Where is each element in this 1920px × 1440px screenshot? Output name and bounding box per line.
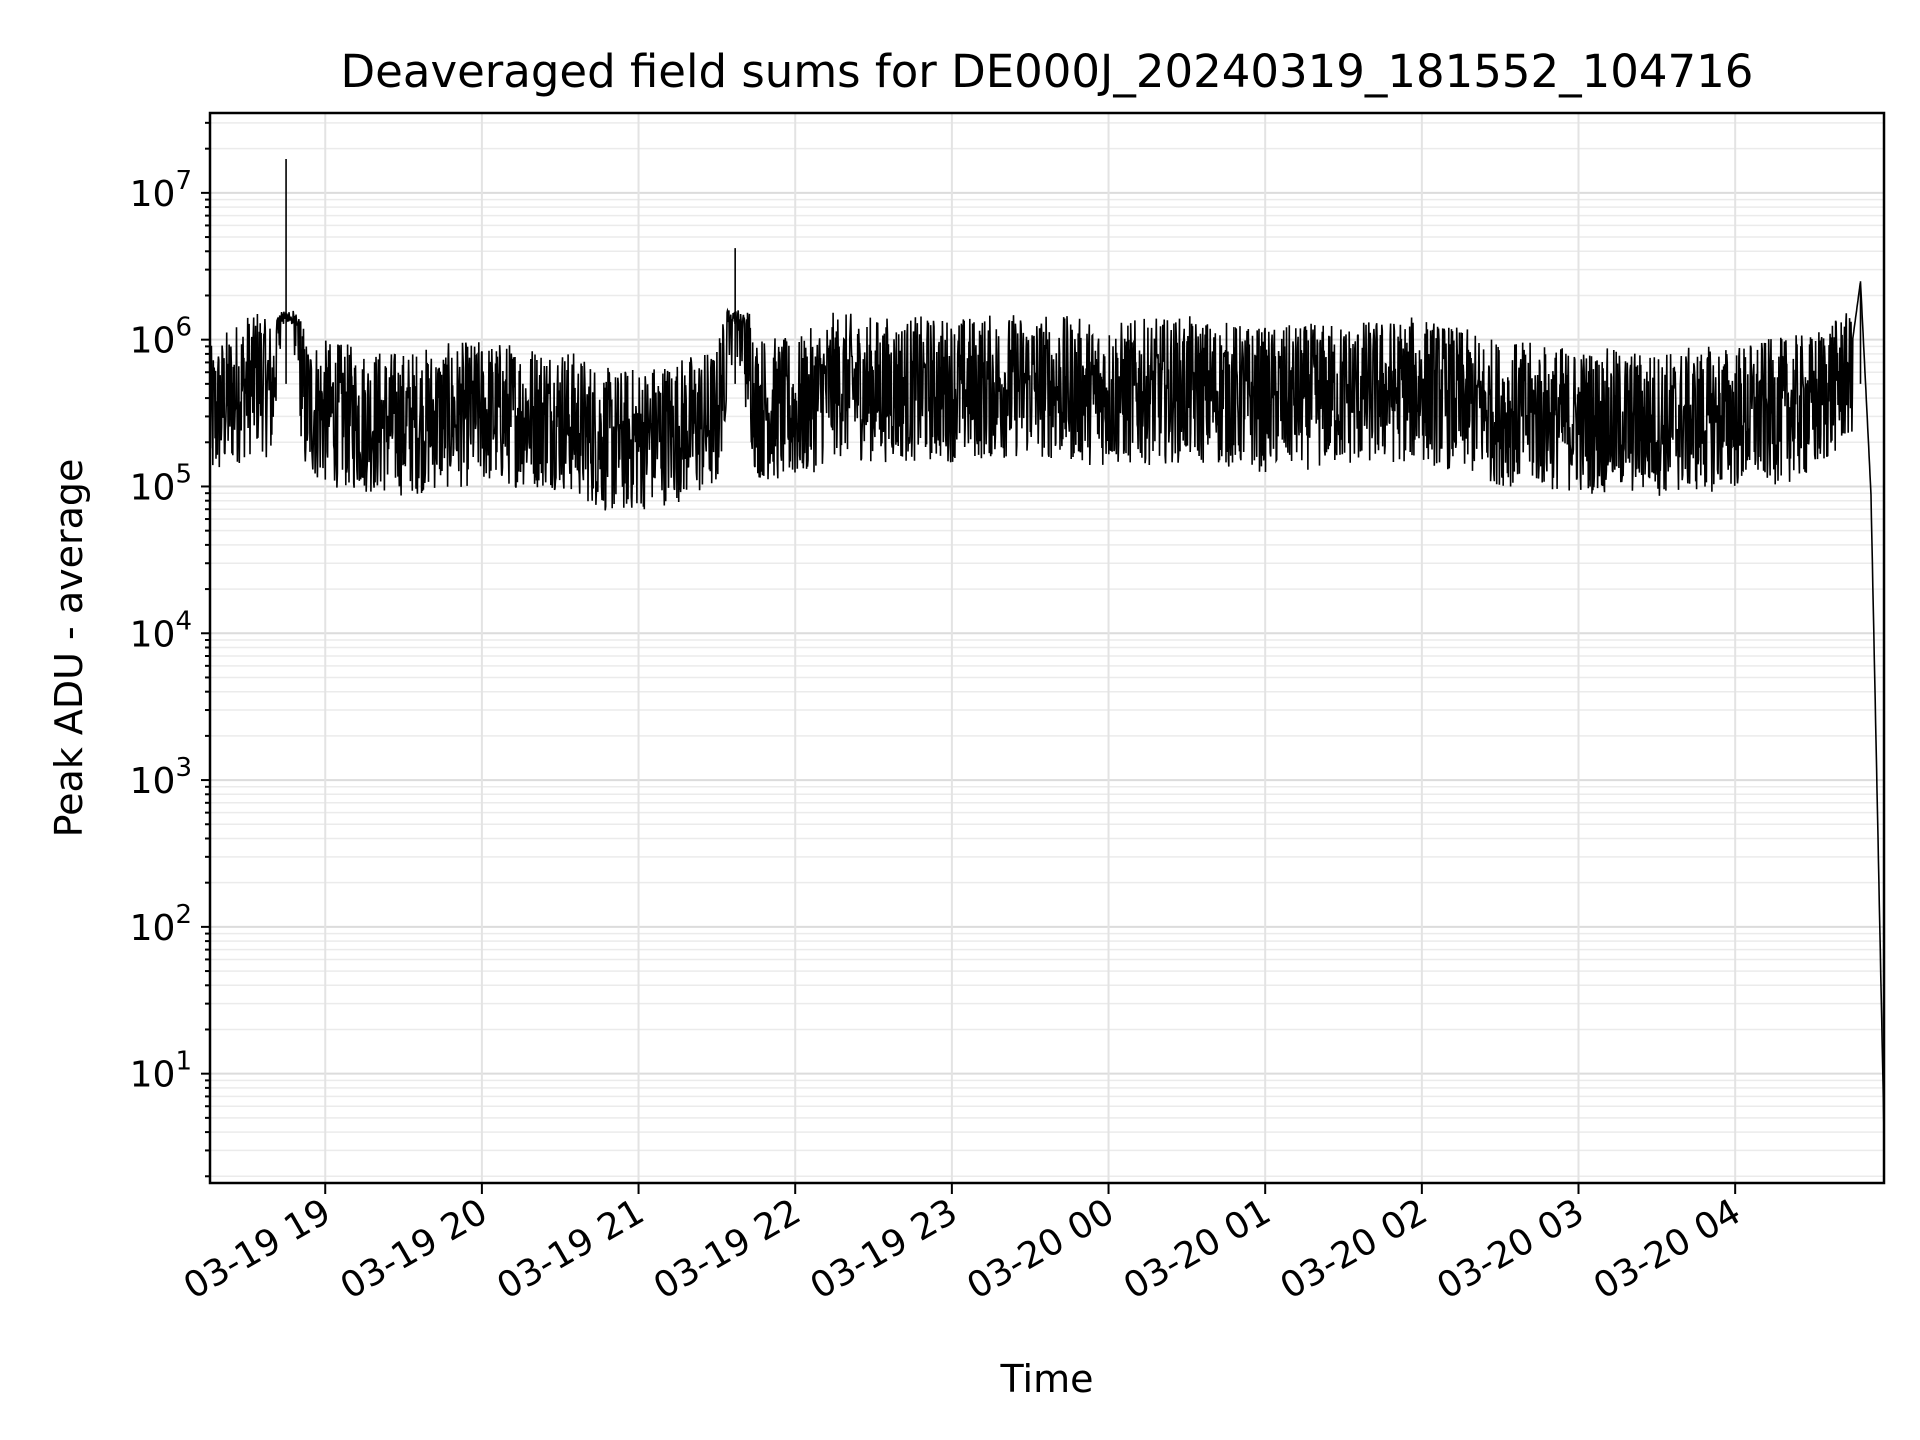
x-tick-label: 03-19 21	[490, 1191, 651, 1307]
grid	[210, 113, 1884, 1183]
x-tick-label: 03-20 03	[1430, 1191, 1591, 1307]
x-tick-label: 03-20 04	[1587, 1191, 1748, 1307]
x-tick-label: 03-19 19	[177, 1191, 338, 1307]
y-tick-label: 107	[130, 166, 192, 215]
x-tick-label: 03-20 01	[1117, 1191, 1278, 1307]
y-ticks: 101 102 103 104 105 106 107	[130, 121, 210, 1178]
y-axis-label: Peak ADU - average	[47, 459, 91, 838]
y-tick-label: 104	[130, 606, 192, 655]
y-tick-label: 106	[130, 313, 192, 362]
x-tick-label: 03-20 00	[960, 1191, 1121, 1307]
y-tick-label: 102	[130, 900, 192, 949]
x-axis-label: Time	[1000, 1357, 1094, 1401]
y-tick-label: 101	[130, 1047, 192, 1096]
y-tick-label: 103	[130, 753, 192, 802]
chart-title: Deaveraged field sums for DE000J_2024031…	[341, 45, 1754, 98]
x-tick-label: 03-20 02	[1274, 1191, 1435, 1307]
x-tick-label: 03-19 20	[334, 1191, 495, 1307]
x-tick-label: 03-19 23	[804, 1191, 965, 1307]
series-line	[209, 282, 1885, 1133]
x-tick-label: 03-19 22	[647, 1191, 808, 1307]
y-tick-label: 105	[130, 459, 192, 508]
